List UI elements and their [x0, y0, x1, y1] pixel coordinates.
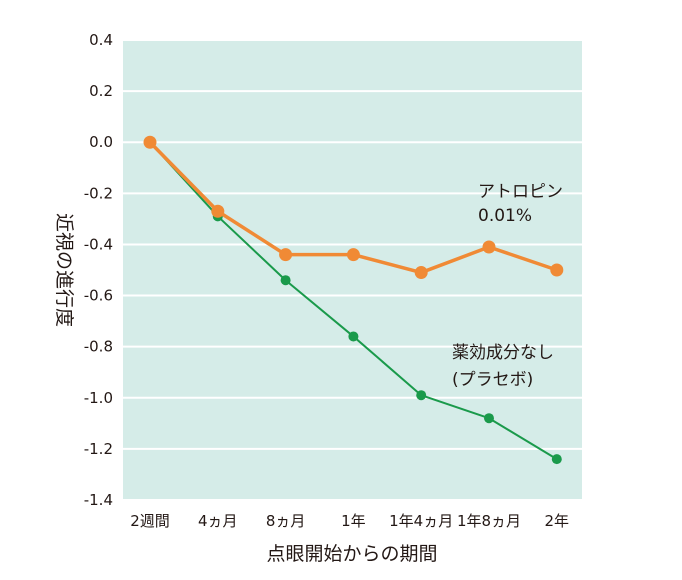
x-axis-title: 点眼開始からの期間	[266, 543, 437, 565]
x-axis-ticks: 2週間 4ヵ月 8ヵ月 1年 1年4ヵ月 1年8ヵ月 2年	[130, 512, 569, 530]
y-tick-label: -1.4	[84, 491, 113, 509]
data-point-atropine	[143, 135, 157, 149]
series-label-placebo: 薬効成分なし	[452, 343, 554, 363]
series-label-atropine: 0.01%	[478, 206, 532, 226]
data-point-atropine	[211, 204, 225, 218]
y-tick-label: 0.2	[89, 82, 113, 100]
x-tick-label: 2年	[545, 512, 570, 530]
series-layer	[143, 135, 564, 465]
y-axis-ticks: 0.4 0.2 0.0 -0.2 -0.4 -0.6 -0.8 -1.0 -1.2 -1.4	[84, 31, 113, 509]
data-point-atropine	[482, 240, 496, 254]
x-tick-label: 4ヵ月	[198, 512, 238, 530]
x-tick-label: 1年8ヵ月	[457, 512, 521, 530]
data-point-atropine	[346, 248, 360, 262]
data-point-placebo	[484, 413, 494, 424]
y-tick-label: -0.2	[84, 184, 113, 202]
series-annotations: アトロピン 0.01% 薬効成分なし (プラセボ)	[452, 182, 563, 390]
data-point-placebo	[416, 390, 427, 401]
y-tick-label: -1.2	[84, 440, 113, 458]
y-tick-label: 0.4	[89, 31, 113, 49]
y-tick-label: -0.8	[84, 338, 113, 356]
data-point-placebo	[348, 331, 359, 342]
plot-area	[123, 40, 582, 500]
x-tick-label: 8ヵ月	[266, 512, 306, 530]
x-tick-label: 1年	[341, 512, 366, 530]
data-point-atropine	[550, 263, 564, 277]
x-tick-label: 2週間	[130, 512, 170, 530]
data-point-placebo	[280, 275, 291, 286]
y-tick-label: 0.0	[89, 133, 113, 151]
data-point-atropine	[414, 266, 428, 280]
y-tick-label: -0.4	[84, 235, 113, 253]
y-axis-title: 近視の進行度	[53, 213, 75, 327]
series-label-placebo: (プラセボ)	[452, 370, 533, 390]
series-atropine	[143, 135, 564, 280]
data-point-placebo	[551, 454, 562, 465]
x-tick-label: 1年4ヵ月	[389, 512, 453, 530]
data-point-atropine	[279, 248, 293, 262]
y-tick-label: -1.0	[84, 389, 113, 407]
y-tick-label: -0.6	[84, 287, 113, 305]
series-label-atropine: アトロピン	[478, 182, 563, 202]
